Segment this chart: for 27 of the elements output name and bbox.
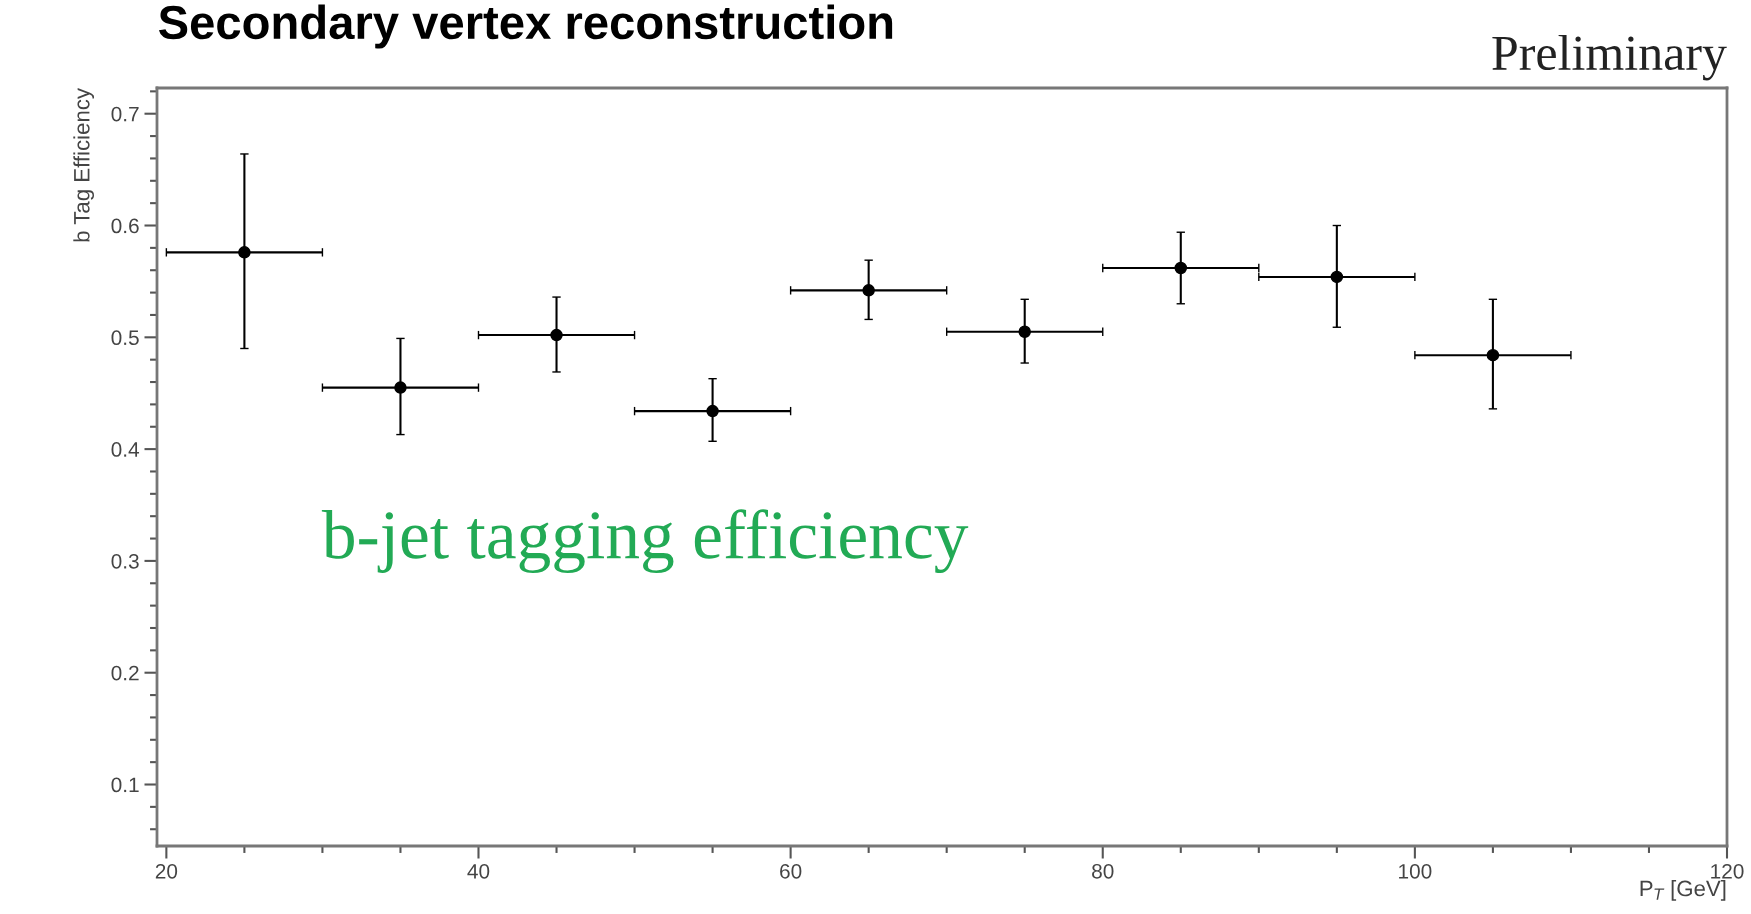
- y-tick-label: 0.2: [111, 665, 139, 681]
- x-tick-label: 40: [467, 863, 490, 879]
- y-axis-title: b Tag Efficiency: [73, 88, 95, 242]
- chart-title: Secondary vertex reconstruction: [158, 4, 893, 49]
- annotation: b-jet tagging efficiency: [321, 509, 969, 574]
- point: [394, 381, 407, 394]
- x-tick-label: 60: [780, 863, 802, 879]
- y-tick-label: 0.6: [111, 218, 139, 234]
- text: Preliminary: [1492, 34, 1727, 81]
- point: [550, 328, 563, 342]
- x-axis-title: P$_{T}$ [GeV]: [1640, 880, 1726, 901]
- point: [1018, 325, 1031, 338]
- x-tick-label: 120: [1711, 863, 1744, 879]
- point: [862, 284, 875, 297]
- point: [1486, 348, 1500, 362]
- y-tick-label: 0.4: [111, 442, 140, 457]
- x-tick-label: 100: [1399, 863, 1432, 879]
- point: [1174, 261, 1188, 275]
- y-tick-label: 0.1: [111, 777, 139, 793]
- y-tick-label: 0.5: [111, 330, 139, 346]
- x-tick-label: 80: [1092, 863, 1114, 879]
- point: [238, 246, 251, 259]
- y-tick-label: 0.7: [111, 106, 139, 122]
- point: [1330, 270, 1344, 284]
- point: [706, 404, 719, 418]
- x-tick-label: 20: [155, 863, 178, 879]
- y-tick-label: 0.3: [111, 553, 139, 569]
